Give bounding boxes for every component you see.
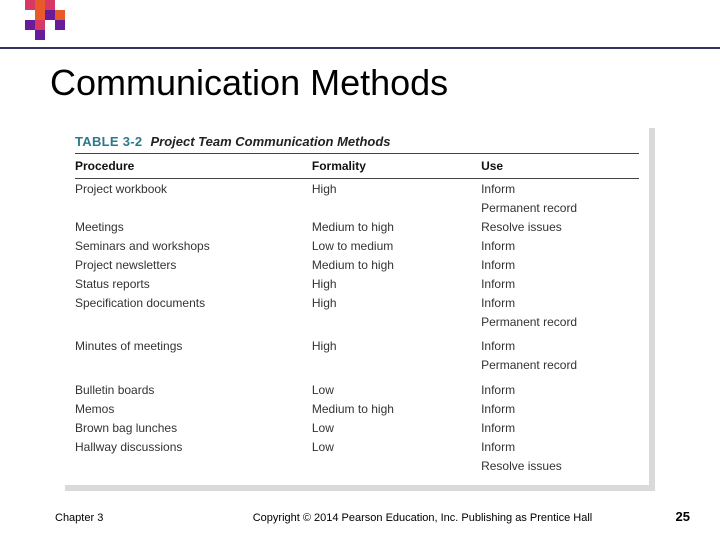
table-row: Brown bag lunchesLowInform: [75, 418, 639, 437]
table-title: Project Team Communication Methods: [150, 134, 390, 149]
cell-formality: Low: [312, 418, 481, 437]
cell-formality: Low: [312, 375, 481, 400]
communication-methods-table: Procedure Formality Use Project workbook…: [75, 153, 639, 475]
cell-use: Permanent record: [481, 312, 639, 331]
table-row: Hallway discussionsLowInform: [75, 437, 639, 456]
cell-use: Inform: [481, 437, 639, 456]
cell-procedure: [75, 198, 312, 217]
cell-use: Inform: [481, 255, 639, 274]
cell-use: Inform: [481, 418, 639, 437]
cell-procedure: Project workbook: [75, 179, 312, 199]
logo-block: [35, 0, 45, 10]
cell-use: Permanent record: [481, 356, 639, 375]
logo-block: [25, 20, 35, 30]
cell-procedure: Specification documents: [75, 293, 312, 312]
cell-use: Inform: [481, 274, 639, 293]
cell-procedure: Hallway discussions: [75, 437, 312, 456]
cell-use: Inform: [481, 236, 639, 255]
cell-procedure: Seminars and workshops: [75, 236, 312, 255]
cell-formality: Medium to high: [312, 217, 481, 236]
cell-formality: Low to medium: [312, 236, 481, 255]
cell-procedure: Bulletin boards: [75, 375, 312, 400]
cell-use: Resolve issues: [481, 456, 639, 475]
cell-formality: [312, 456, 481, 475]
cell-use: Inform: [481, 375, 639, 400]
table-header-row: Procedure Formality Use: [75, 154, 639, 179]
table-row: Project newslettersMedium to highInform: [75, 255, 639, 274]
cell-procedure: Status reports: [75, 274, 312, 293]
cell-procedure: [75, 456, 312, 475]
cell-formality: Low: [312, 437, 481, 456]
cell-procedure: [75, 356, 312, 375]
table-caption: TABLE 3-2 Project Team Communication Met…: [75, 134, 639, 149]
logo-block: [55, 10, 65, 20]
cell-procedure: Brown bag lunches: [75, 418, 312, 437]
logo-block: [35, 20, 45, 30]
cell-formality: Medium to high: [312, 255, 481, 274]
table-row: Minutes of meetingsHighInform: [75, 331, 639, 356]
cell-formality: [312, 312, 481, 331]
footer-chapter: Chapter 3: [55, 512, 165, 524]
logo-block: [25, 0, 35, 10]
cell-procedure: Project newsletters: [75, 255, 312, 274]
cell-use: Inform: [481, 293, 639, 312]
footer-page-number: 25: [676, 509, 690, 524]
table-row: Project workbookHighInform: [75, 179, 639, 199]
logo-block: [55, 20, 65, 30]
table-row: Resolve issues: [75, 456, 639, 475]
header-rule: [0, 47, 720, 49]
logo-block: [45, 10, 55, 20]
cell-use: Inform: [481, 179, 639, 199]
table-figure: TABLE 3-2 Project Team Communication Met…: [65, 128, 655, 491]
cell-procedure: Memos: [75, 399, 312, 418]
cell-use: Permanent record: [481, 198, 639, 217]
slide-title: Communication Methods: [50, 62, 448, 104]
table-row: MemosMedium to highInform: [75, 399, 639, 418]
cell-procedure: Meetings: [75, 217, 312, 236]
cell-use: Inform: [481, 331, 639, 356]
cell-formality: High: [312, 331, 481, 356]
cell-procedure: Minutes of meetings: [75, 331, 312, 356]
cell-formality: High: [312, 274, 481, 293]
cell-formality: High: [312, 179, 481, 199]
col-header-procedure: Procedure: [75, 154, 312, 179]
table-number: TABLE 3-2: [75, 134, 142, 149]
cell-use: Inform: [481, 399, 639, 418]
logo-block: [35, 30, 45, 40]
logo-block: [45, 0, 55, 10]
table-row: Permanent record: [75, 312, 639, 331]
table-row: MeetingsMedium to highResolve issues: [75, 217, 639, 236]
cell-procedure: [75, 312, 312, 331]
table-row: Status reportsHighInform: [75, 274, 639, 293]
slide-footer: Chapter 3 Copyright © 2014 Pearson Educa…: [0, 512, 720, 524]
cell-formality: [312, 356, 481, 375]
table-row: Permanent record: [75, 198, 639, 217]
table-row: Permanent record: [75, 356, 639, 375]
cell-formality: [312, 198, 481, 217]
table-row: Bulletin boardsLowInform: [75, 375, 639, 400]
slide-logo: [25, 0, 75, 45]
table-row: Seminars and workshopsLow to mediumInfor…: [75, 236, 639, 255]
cell-formality: High: [312, 293, 481, 312]
col-header-use: Use: [481, 154, 639, 179]
footer-copyright: Copyright © 2014 Pearson Education, Inc.…: [165, 512, 720, 524]
table-row: Specification documentsHighInform: [75, 293, 639, 312]
col-header-formality: Formality: [312, 154, 481, 179]
cell-formality: Medium to high: [312, 399, 481, 418]
logo-block: [35, 10, 45, 20]
cell-use: Resolve issues: [481, 217, 639, 236]
